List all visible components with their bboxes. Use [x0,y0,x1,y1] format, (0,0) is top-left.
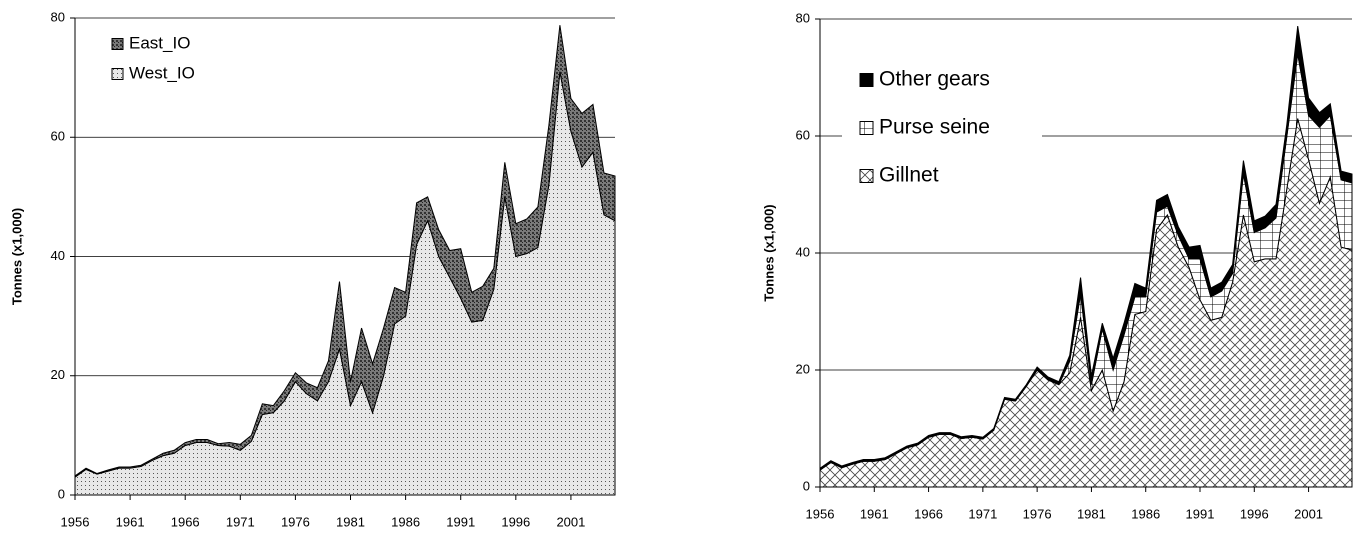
x-tick-label: 1976 [1023,506,1052,521]
area [74,25,616,479]
y-axis-label: Tonnes (x1,000) [761,204,776,301]
x-tick-label: 1956 [806,506,835,521]
y-tick-label: 60 [796,127,810,142]
legend-swatch [111,38,124,50]
legend-label: West_IO [129,63,195,82]
x-tick-label: 1996 [501,514,530,529]
x-tick-label: 1986 [391,514,420,529]
x-tick-label: 1996 [1240,506,1269,521]
chart-left: 0 20 40 60 80 1956 1961 1966 1971 1976 1981 1986 199… [9,9,616,529]
x-tick-label: 1956 [61,514,90,529]
legend-label: East_IO [129,33,190,52]
legend-swatch [111,68,124,80]
x-tick-label: 1966 [171,514,200,529]
chart-right: 0 20 40 60 80 1956 1961 1966 1971 1976 1981 1986 199… [761,10,1353,521]
x-tick-label: 1986 [1131,506,1160,521]
y-tick-label: 40 [51,248,65,263]
x-tick-label: 1961 [116,514,145,529]
x-tick-label: 1971 [226,514,255,529]
y-tick-label: 20 [51,367,65,382]
legend-label: Purse seine [879,116,990,139]
x-tick-label: 1991 [446,514,475,529]
x-tick-label: 1971 [968,506,997,521]
y-tick-label: 20 [796,361,810,376]
legend-swatch [859,121,874,135]
legend-box [842,52,1042,206]
y-tick-label: 80 [796,10,810,25]
x-tick-label: 1961 [860,506,889,521]
area [819,25,1353,471]
y-tick-label: 0 [803,478,810,493]
legend-label: Gillnet [879,164,939,187]
y-tick-label: 80 [51,9,65,24]
y-axis-label: Tonnes (x1,000) [9,208,24,305]
x-tick-label: 1976 [281,514,310,529]
x-tick-label: 1991 [1186,506,1215,521]
legend-label: Other gears [879,68,990,91]
legend-swatch [859,169,874,183]
x-tick-label: 2001 [556,514,585,529]
x-tick-label: 2001 [1294,506,1323,521]
x-tick-label: 1966 [914,506,943,521]
y-tick-label: 60 [51,129,65,144]
legend-swatch [859,73,874,87]
y-tick-label: 40 [796,244,810,259]
x-tick-label: 1981 [1077,506,1106,521]
y-tick-label: 0 [58,486,65,501]
area [74,71,616,496]
x-tick-label: 1981 [336,514,365,529]
